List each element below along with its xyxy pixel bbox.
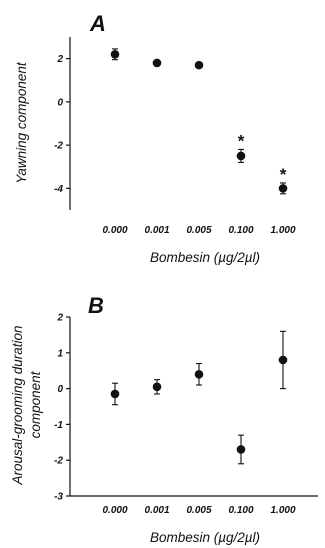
panel-a-significance-marker: * xyxy=(280,165,287,184)
panel-a-y-tick-label: 2 xyxy=(56,54,63,65)
panel-b-data-point xyxy=(110,389,120,399)
panel-b-data-point xyxy=(194,369,204,379)
panel-a-y-tick-label: -4 xyxy=(54,184,63,195)
panel-a-x-tick-label: 0.001 xyxy=(144,225,169,236)
panel-b-y-tick-label: 2 xyxy=(56,313,63,324)
panel-b-series xyxy=(110,330,288,465)
panel-a-y-tick-label: -2 xyxy=(54,141,63,152)
panel-b-data-point xyxy=(278,355,288,365)
panel-a-data-point xyxy=(152,58,162,68)
panel-a-x-tick-label: 1.000 xyxy=(270,225,295,236)
panel-b-y-axis-title-line-2: component xyxy=(28,370,43,438)
panel-a: A -4-202 0.000 0.001 0.005 0.100 1.000 ** Bo… xyxy=(14,11,296,265)
panel-b-x-tick-label: 0.005 xyxy=(186,505,211,516)
panel-a-x-axis-title: Bombesin (µg/2µl) xyxy=(150,250,260,265)
panel-b-x-tick-label: 0.100 xyxy=(228,505,253,516)
panel-b-x-ticks: 0.000 0.001 0.005 0.100 1.000 xyxy=(102,505,295,516)
panel-b-x-tick-label: 1.000 xyxy=(270,505,295,516)
panel-a-significance-marker: * xyxy=(238,131,245,150)
panel-a-series: ** xyxy=(110,48,288,195)
panel-b-label: B xyxy=(88,293,104,318)
panel-b-x-tick-label: 0.000 xyxy=(102,505,127,516)
panel-a-label: A xyxy=(89,11,106,36)
panel-b-y-tick-label: -3 xyxy=(54,492,63,503)
panel-b-y-tick-label: 0 xyxy=(57,384,63,395)
panel-a-data-point xyxy=(236,151,246,161)
panel-b-data-point xyxy=(236,445,246,454)
panel-a-y-ticks: -4 -2 0 2 xyxy=(54,54,70,195)
panel-a-data-point xyxy=(110,50,120,59)
panel-a-data-point xyxy=(278,184,288,193)
panel-b-x-tick-label: 0.001 xyxy=(144,505,169,516)
panel-a-y-axis-title: Yawning component xyxy=(14,61,29,184)
panel-a-x-tick-label: 0.005 xyxy=(186,225,211,236)
panel-b-y-tick-label: -2 xyxy=(54,456,63,467)
panel-a-x-tick-label: 0.000 xyxy=(102,225,127,236)
panel-a-x-tick-label: 0.100 xyxy=(228,225,253,236)
panel-a-data-point xyxy=(194,60,204,70)
panel-b-y-axis-title-line-1: Arousal-grooming duration xyxy=(10,325,25,485)
panel-b-y-ticks: -3 -2 -1 0 1 2 xyxy=(54,313,70,503)
panel-a-y-tick-label: 0 xyxy=(57,97,63,108)
panel-b-data-point xyxy=(152,382,162,392)
panel-b-y-tick-label: -1 xyxy=(54,420,63,431)
panel-b-y-tick-label: 1 xyxy=(57,348,63,359)
panel-b-x-axis-title: Bombesin (µg/2µl) xyxy=(150,530,260,545)
panel-a-x-ticks: 0.000 0.001 0.005 0.100 1.000 xyxy=(102,225,295,236)
panel-b: B -3 -2 -1 0 1 2 0.000 0.001 0.005 0.100 1.000 Bo… xyxy=(10,293,318,545)
